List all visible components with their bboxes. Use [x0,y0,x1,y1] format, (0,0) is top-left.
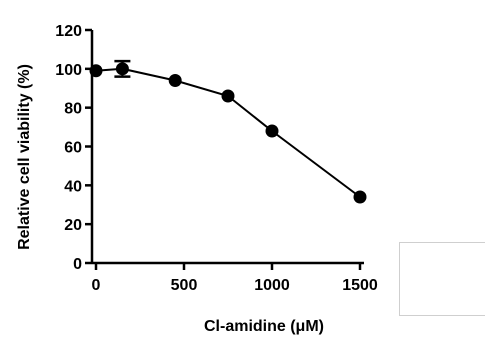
data-point [168,73,182,87]
x-axis-label: Cl-amidine (μM) [204,318,324,335]
plot-area: 0 20 40 60 80 100 120 0 500 1000 1500 [55,23,378,294]
y-axis: 0 20 40 60 80 100 120 [55,23,94,273]
data-point [89,64,103,78]
x-axis: 0 500 1000 1500 [92,261,378,294]
x-tick-label: 1000 [254,277,290,294]
y-axis-label: Relative cell viability (%) [16,64,33,250]
x-tick-label: 1500 [342,277,378,294]
x-tick-label: 500 [171,277,198,294]
data-point [265,124,279,138]
data-point [353,190,367,204]
y-tick-label: 0 [73,256,82,273]
x-tick-label: 0 [92,277,101,294]
legend-box [399,242,485,316]
y-tick-label: 40 [64,178,82,195]
series-line [95,67,361,198]
data-point [221,89,235,103]
data-point [115,62,129,76]
y-tick-label: 60 [64,140,82,157]
y-tick-label: 120 [55,23,82,40]
y-tick-label: 100 [55,62,82,79]
series-layer [89,59,367,204]
y-tick-label: 20 [64,217,82,234]
y-tick-label: 80 [64,101,82,118]
